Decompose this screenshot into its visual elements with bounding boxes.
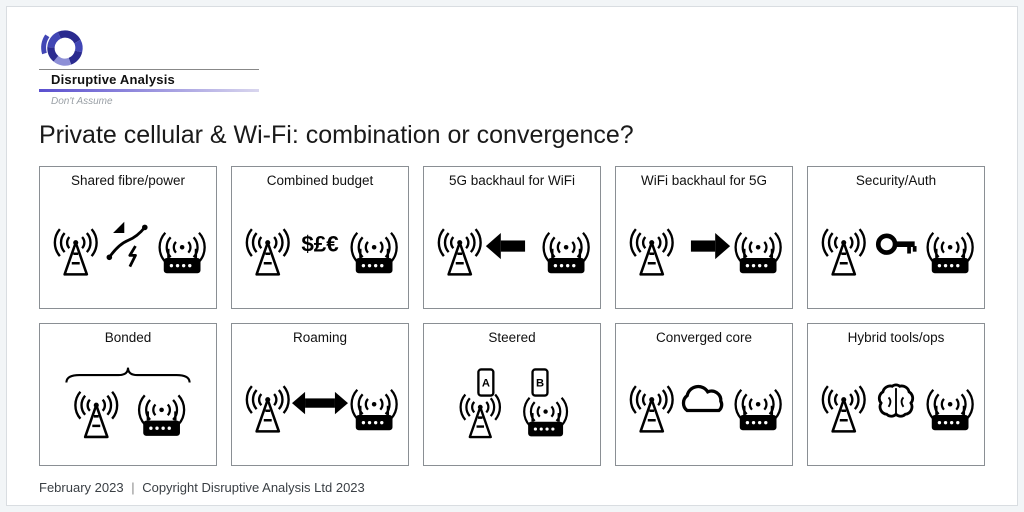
fibre-power-icon (107, 222, 148, 267)
brace-icon (66, 368, 189, 383)
footer-separator: | (131, 480, 134, 495)
key-icon (878, 236, 916, 254)
footer: February 2023 | Copyright Disruptive Ana… (39, 480, 985, 495)
cell-label: Shared fibre/power (71, 173, 185, 188)
cell-icons (236, 347, 404, 461)
brand-tagline: Don't Assume (39, 96, 259, 107)
footer-date: February 2023 (39, 480, 124, 495)
cell-hybrid-tools-ops: Hybrid tools/ops (807, 323, 985, 466)
cell-icons (44, 347, 212, 461)
phone-b-icon: B (533, 369, 548, 395)
cell-label: Hybrid tools/ops (848, 330, 945, 345)
cell-label: Roaming (293, 330, 347, 345)
grid: Shared fibre/power Combined budget (39, 166, 985, 466)
cell-combined-budget: Combined budget $£€ (231, 166, 409, 309)
brand-name: Disruptive Analysis (39, 72, 259, 87)
cell-icons (620, 347, 788, 461)
cell-icons (620, 190, 788, 304)
brand-underline (39, 89, 259, 92)
cell-roaming: Roaming (231, 323, 409, 466)
svg-text:A: A (482, 377, 490, 389)
cloud-icon (683, 387, 721, 411)
cell-icons (44, 190, 212, 304)
cell-icons: A B (428, 347, 596, 461)
cell-icons (812, 347, 980, 461)
brain-icon (879, 385, 912, 416)
cell-converged-core: Converged core (615, 323, 793, 466)
arrow-right-icon (691, 233, 730, 259)
cell-label: Security/Auth (856, 173, 936, 188)
arrow-both-icon (292, 392, 348, 414)
cell-label: Steered (488, 330, 535, 345)
cell-steered: Steered A B (423, 323, 601, 466)
cell-icons: $£€ (236, 190, 404, 304)
logo-icon (39, 21, 91, 73)
cell-5g-backhaul-for-wifi: 5G backhaul for WiFi (423, 166, 601, 309)
cell-wifi-backhaul-for-5g: WiFi backhaul for 5G (615, 166, 793, 309)
cell-icons (428, 190, 596, 304)
footer-copyright: Copyright Disruptive Analysis Ltd 2023 (142, 480, 365, 495)
cell-label: Bonded (105, 330, 152, 345)
cell-label: 5G backhaul for WiFi (449, 173, 575, 188)
cell-shared-fibre-power: Shared fibre/power (39, 166, 217, 309)
cell-label: Combined budget (267, 173, 374, 188)
brand-block: Disruptive Analysis Don't Assume (39, 21, 259, 107)
arrow-left-icon (486, 233, 525, 259)
cell-icons (812, 190, 980, 304)
cell-security-auth: Security/Auth (807, 166, 985, 309)
cell-label: WiFi backhaul for 5G (641, 173, 767, 188)
page-title: Private cellular & Wi-Fi: combination or… (39, 121, 985, 150)
phone-a-icon: A (478, 369, 493, 395)
cell-bonded: Bonded (39, 323, 217, 466)
currency-icon: $£€ (301, 232, 339, 257)
svg-text:B: B (536, 377, 544, 389)
slide: Disruptive Analysis Don't Assume Private… (6, 6, 1018, 506)
cell-label: Converged core (656, 330, 752, 345)
